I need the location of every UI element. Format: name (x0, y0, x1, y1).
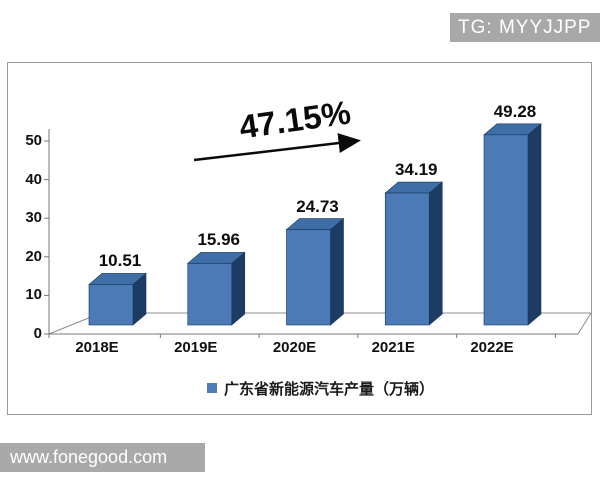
y-tick-label: 20 (25, 247, 42, 265)
y-tick-label: 0 (33, 325, 42, 342)
bar-value-label: 15.96 (197, 230, 241, 250)
bar-front-face (187, 263, 233, 326)
growth-arrow (193, 133, 361, 162)
telegram-badge: TG: MYYJJPP (450, 13, 600, 42)
labels-overlay: 0 10 20 30 40 50 10.51 2018E 15.96 2019E 24.73 2020… (8, 63, 591, 414)
x-category-label: 2018E (75, 339, 119, 356)
bar-chart-canvas (44, 123, 591, 338)
bar-front-face (88, 284, 134, 326)
x-category-label: 2021E (371, 339, 415, 356)
axis-ticks (44, 140, 556, 338)
y-tick-label: 40 (25, 170, 42, 188)
bar-front-face (286, 229, 331, 326)
bar-value-label: 24.73 (296, 196, 339, 216)
y-tick-label: 10 (25, 286, 42, 304)
watermark: www.fonegood.com (0, 443, 205, 472)
legend-label: 广东省新能源汽车产量（万辆） (223, 380, 434, 398)
y-tick-label: 50 (25, 132, 42, 149)
x-category-label: 2019E (174, 339, 218, 356)
x-category-label: 2020E (272, 339, 317, 356)
bars-group (88, 123, 542, 326)
bar-front-face (384, 192, 430, 326)
legend-marker-icon (206, 383, 217, 393)
y-tick-label: 30 (25, 209, 42, 227)
legend: 广东省新能源汽车产量（万辆） (8, 377, 591, 399)
bar-value-label: 10.51 (98, 251, 142, 271)
bar-value-label: 49.28 (493, 101, 537, 121)
bar-front-face (483, 134, 529, 326)
x-category-label: 2022E (470, 339, 514, 356)
bar-value-label: 34.19 (394, 160, 438, 180)
chart-container: 0 10 20 30 40 50 10.51 2018E 15.96 2019E 24.73 2020… (7, 62, 592, 415)
floor-right-edge (577, 312, 591, 335)
